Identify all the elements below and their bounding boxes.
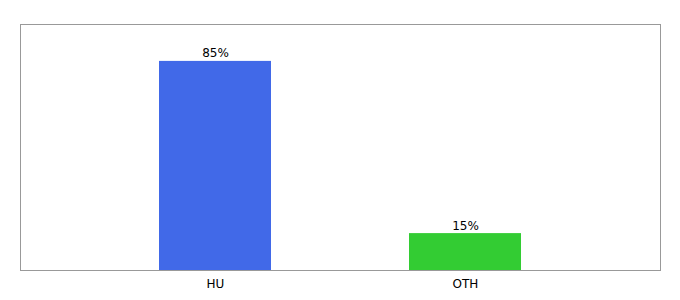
svg-text:85%: 85% <box>202 46 229 60</box>
svg-text:OTH: OTH <box>453 277 479 291</box>
svg-text:15%: 15% <box>452 219 479 233</box>
svg-text:HU: HU <box>207 277 225 291</box>
